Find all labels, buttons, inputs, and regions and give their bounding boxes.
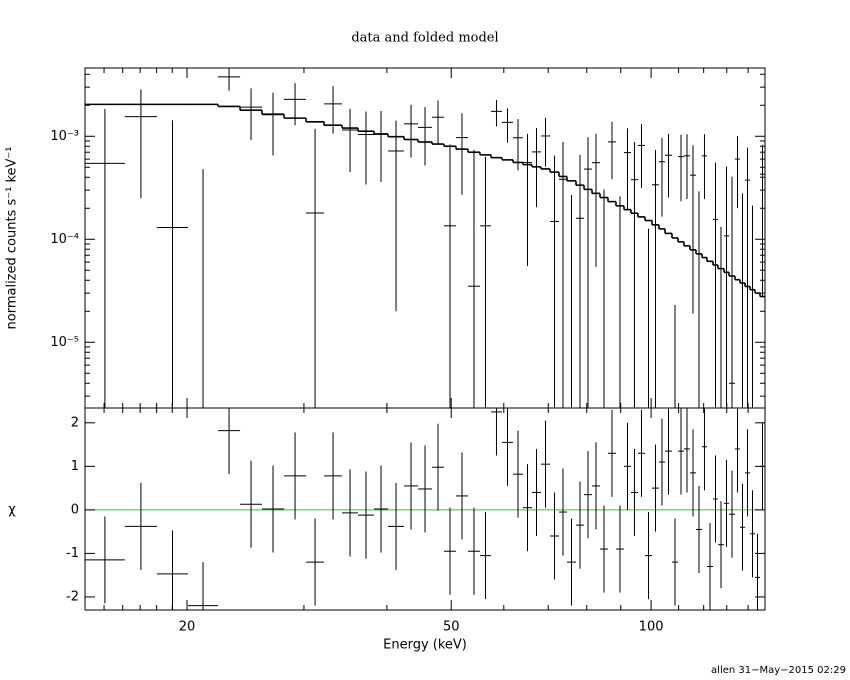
y-tick-label: -1 bbox=[66, 546, 79, 561]
residual-panel bbox=[85, 408, 765, 610]
x-tick-label: 50 bbox=[443, 620, 460, 635]
y-tick-label: 1 bbox=[71, 459, 79, 474]
x-tick-label: 100 bbox=[639, 620, 664, 635]
chart-title: data and folded model bbox=[351, 31, 498, 46]
x-tick-label: 20 bbox=[179, 620, 196, 635]
y-tick-label: 0 bbox=[71, 502, 79, 517]
panel-frame bbox=[84, 407, 766, 611]
footer: allen 31−May−2015 02:29 bbox=[711, 665, 846, 676]
y-tick-label: 10⁻⁴ bbox=[50, 232, 79, 247]
y-tick-label: -2 bbox=[66, 589, 79, 604]
y-tick-label: 2 bbox=[71, 415, 79, 430]
x-axis-label: Energy (keV) bbox=[383, 638, 467, 653]
y-tick-label: 10⁻⁵ bbox=[50, 335, 79, 350]
y-tick-label: 10⁻³ bbox=[50, 129, 79, 144]
spectrum-panel bbox=[85, 68, 765, 408]
y-axis-label: normalized counts s⁻¹ keV⁻¹ bbox=[5, 147, 20, 330]
residual-axis-label: χ bbox=[8, 503, 16, 518]
